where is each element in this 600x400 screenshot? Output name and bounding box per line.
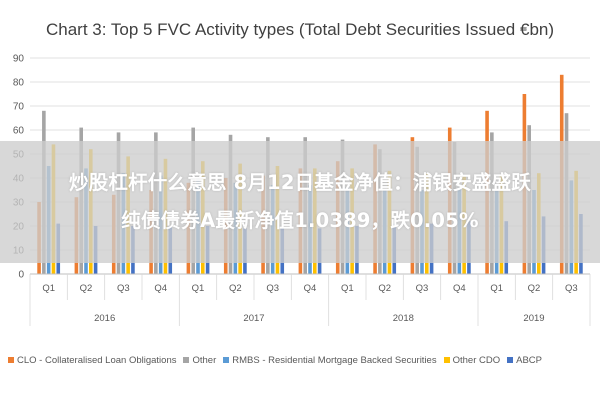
legend-label: CLO - Collateralised Loan Obligations	[17, 354, 177, 366]
legend-item-abcp: ABCP	[507, 355, 542, 366]
x-tick-label: Q1	[192, 283, 205, 294]
x-tick-label: Q4	[453, 283, 466, 294]
x-tick-label: Q2	[80, 283, 93, 294]
x-tick-label: Q2	[528, 283, 541, 294]
legend-label: Other CDO	[452, 354, 501, 366]
group-label: 2016	[94, 313, 115, 324]
x-tick-label: Q3	[117, 283, 130, 294]
y-tick-label: 70	[13, 102, 25, 113]
legend-swatch	[183, 357, 190, 363]
chart-legend: CLO - Collateralised Loan Obligations Oth…	[8, 352, 598, 368]
x-tick-label: Q3	[266, 283, 279, 294]
x-tick-label: Q4	[304, 283, 317, 294]
chart-title: Chart 3: Top 5 FVC Activity types (Total…	[45, 20, 555, 39]
x-tick-label: Q3	[565, 283, 578, 294]
legend-item-rmbs: RMBS - Residential Mortgage Backed Secur…	[223, 354, 437, 366]
overlay-banner-line-1: 炒股杠杆什么意思 8月12日基金净值：浦银安盛盛跃	[69, 171, 531, 194]
x-tick-label: Q1	[490, 283, 503, 294]
legend-swatch	[443, 357, 450, 363]
x-tick-label: Q2	[378, 283, 391, 294]
y-tick-label: 60	[13, 126, 25, 137]
legend-label: Other	[192, 354, 217, 366]
legend-label: ABCP	[516, 354, 542, 366]
legend-swatch	[507, 357, 514, 363]
legend-swatch	[223, 357, 230, 363]
x-tick-label: Q1	[341, 283, 354, 294]
group-label: 2019	[523, 313, 544, 324]
x-tick-label: Q3	[416, 283, 429, 294]
group-label: 2018	[393, 313, 414, 324]
legend-label: RMBS - Residential Mortgage Backed Secur…	[232, 354, 437, 366]
y-tick-label: 80	[13, 78, 25, 89]
legend-item-other: Other	[183, 355, 216, 366]
legend-item-othercdo: Other CDO	[443, 354, 501, 366]
y-tick-label: 90	[13, 54, 25, 65]
legend-item-clo: CLO - Collateralised Loan Obligations	[8, 355, 176, 366]
overlay-banner-line-2: 纯债债券A最新净值1.0389，跌0.05%	[121, 209, 479, 232]
group-label: 2017	[243, 313, 264, 324]
legend-swatch	[8, 357, 14, 363]
x-tick-label: Q4	[154, 283, 167, 294]
y-tick-label: 0	[18, 270, 24, 281]
overlay-banner	[0, 141, 600, 263]
x-tick-label: Q1	[42, 283, 55, 294]
x-tick-label: Q2	[229, 283, 242, 294]
